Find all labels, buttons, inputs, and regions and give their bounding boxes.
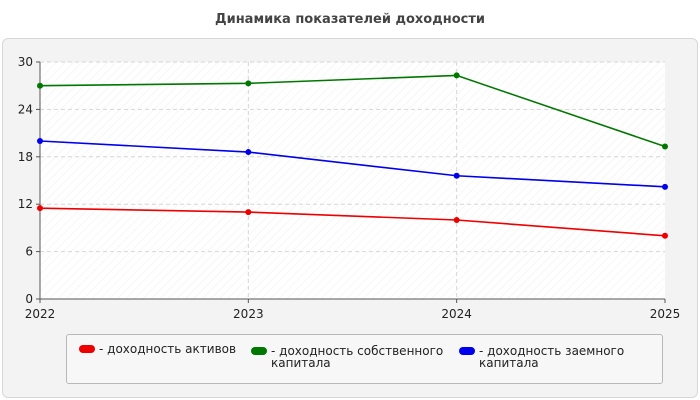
legend-item-2: - доходность собственного капитала bbox=[251, 345, 443, 369]
y-tick-label: 24 bbox=[18, 102, 33, 116]
chart-legend: - доходность активов - доходность собстве… bbox=[66, 334, 663, 384]
legend-label: - доходность активов bbox=[99, 342, 237, 356]
y-tick-label: 12 bbox=[18, 197, 33, 211]
legend-item-1: - доходность активов bbox=[79, 343, 236, 355]
data-point-series-1 bbox=[245, 209, 252, 216]
legend-swatch bbox=[79, 345, 95, 353]
plot-area bbox=[40, 62, 665, 299]
legend-swatch bbox=[459, 347, 475, 355]
y-tick-label: 18 bbox=[18, 150, 33, 164]
data-point-series-2 bbox=[37, 82, 43, 89]
data-point-series-1 bbox=[662, 232, 668, 239]
x-tick-label: 2025 bbox=[650, 307, 681, 321]
y-tick-label: 6 bbox=[25, 245, 33, 259]
data-point-series-1 bbox=[37, 205, 43, 212]
data-point-series-2 bbox=[662, 143, 668, 150]
data-point-series-3 bbox=[37, 138, 43, 144]
legend-label: - доходность заемного капитала bbox=[479, 344, 625, 370]
legend-item-3: - доходность заемного капитала bbox=[459, 345, 624, 369]
data-point-series-3 bbox=[453, 172, 460, 179]
series-line-1 bbox=[39, 207, 666, 237]
y-tick-label: 30 bbox=[18, 55, 33, 69]
data-point-series-2 bbox=[245, 80, 252, 87]
legend-label: - доходность собственного капитала bbox=[271, 344, 444, 370]
x-tick-label: 2022 bbox=[25, 307, 56, 321]
data-point-series-1 bbox=[453, 217, 460, 223]
x-tick-label: 2023 bbox=[233, 307, 264, 321]
data-point-series-3 bbox=[245, 149, 252, 156]
data-point-series-3 bbox=[662, 183, 668, 190]
y-tick-label: 0 bbox=[25, 292, 33, 306]
chart-title: Динамика показателей доходности bbox=[215, 12, 485, 27]
x-tick-label: 2024 bbox=[441, 307, 472, 321]
data-point-series-2 bbox=[453, 72, 460, 79]
series-line-3 bbox=[39, 140, 666, 188]
legend-swatch bbox=[251, 347, 267, 355]
series-line-2 bbox=[39, 74, 666, 148]
